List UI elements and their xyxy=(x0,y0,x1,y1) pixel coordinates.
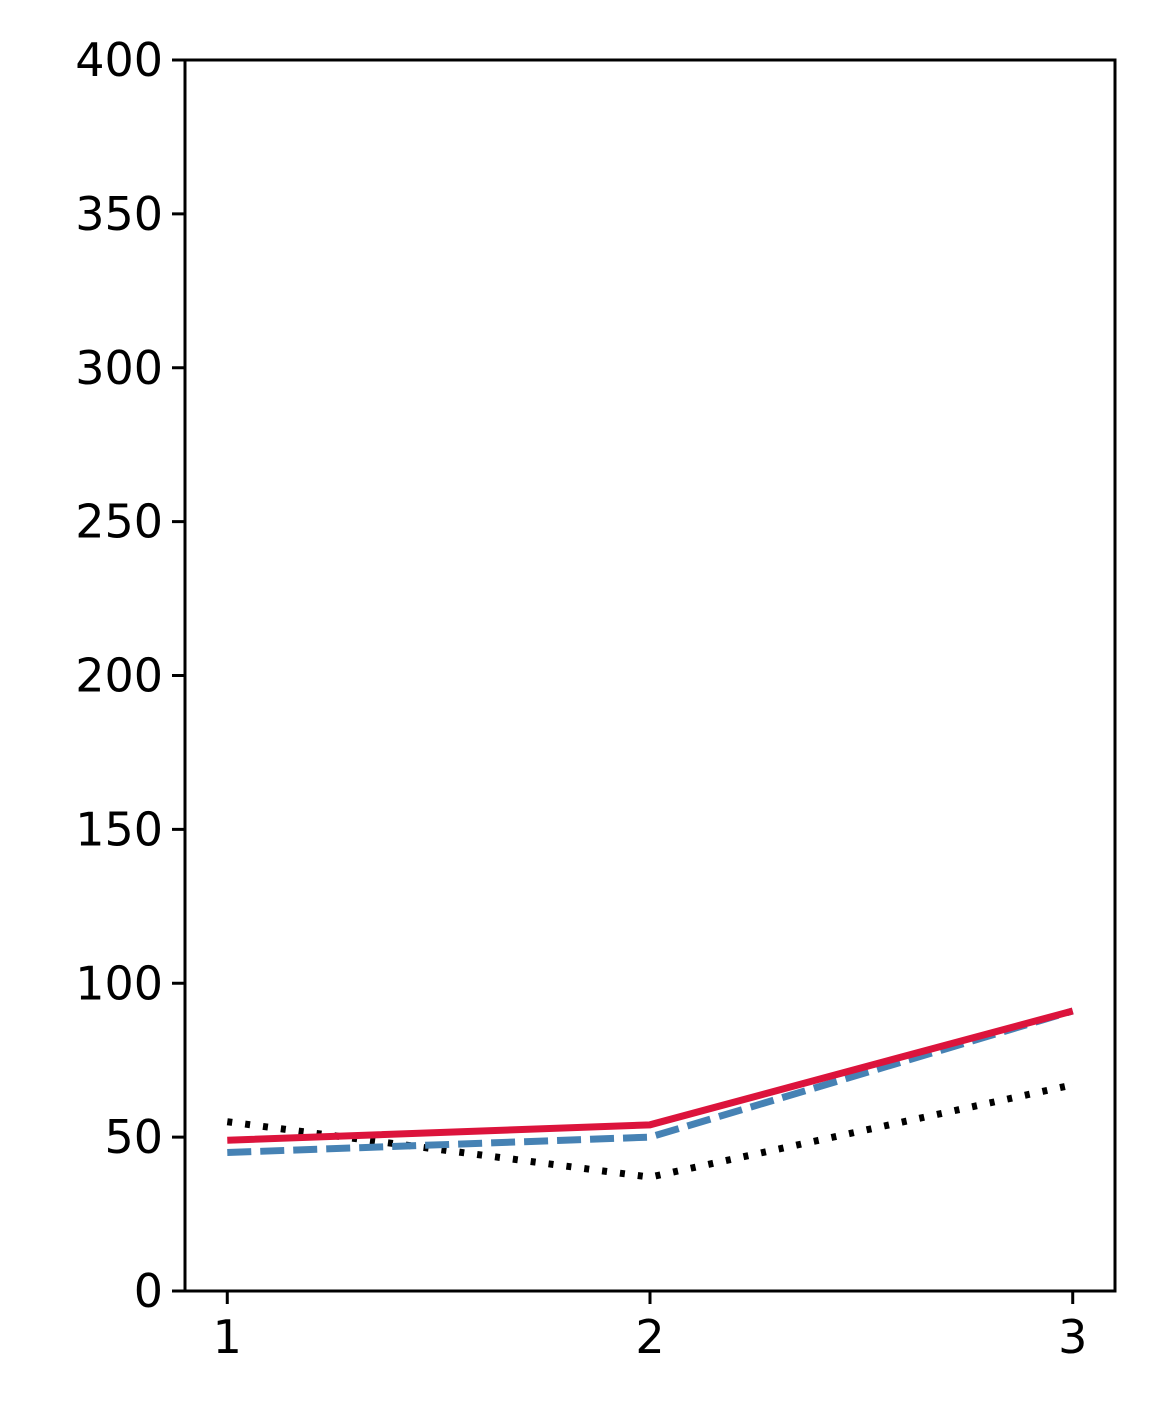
series-line-dotted xyxy=(226,1081,1074,1181)
x-tick-label: 1 xyxy=(213,1310,242,1364)
y-tick-label: 300 xyxy=(75,341,163,395)
y-tick-label: 250 xyxy=(75,495,163,549)
series-line-dashed xyxy=(227,1007,1074,1157)
y-tick-label: 100 xyxy=(75,956,163,1010)
x-axis: 1 2 3 xyxy=(213,1291,1087,1364)
y-tick-label: 350 xyxy=(75,187,163,241)
series-line-solid xyxy=(227,1007,1074,1144)
y-axis: 0 50 100 150 200 250 300 350 400 xyxy=(75,33,185,1318)
x-tick-label: 2 xyxy=(635,1310,664,1364)
series-layer xyxy=(226,1007,1074,1181)
y-tick-label: 0 xyxy=(134,1264,163,1318)
y-tick-label: 400 xyxy=(75,33,163,87)
x-tick-label: 3 xyxy=(1058,1310,1087,1364)
y-tick-label: 150 xyxy=(75,802,163,856)
y-tick-label: 200 xyxy=(75,649,163,703)
y-tick-label: 50 xyxy=(104,1110,163,1164)
